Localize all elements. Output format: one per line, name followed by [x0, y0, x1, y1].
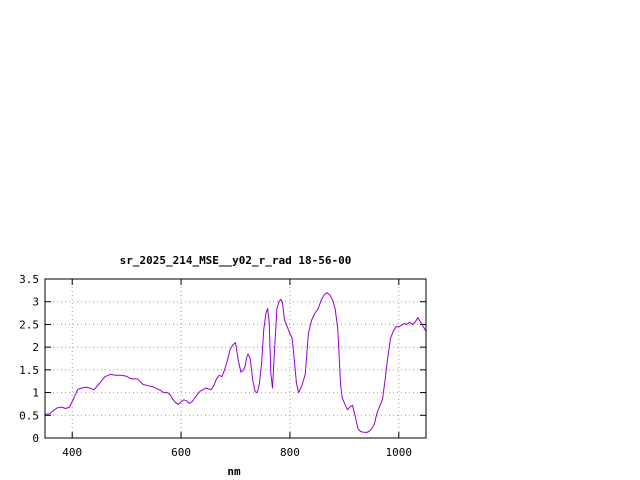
series	[44, 292, 427, 433]
series-line	[44, 292, 427, 433]
x-axis-label: nm	[227, 465, 241, 478]
y-tick-label: 2.5	[19, 318, 39, 331]
x-tick-label: 400	[62, 446, 82, 459]
y-tick-label: 3	[32, 296, 39, 309]
chart-title: sr_2025_214_MSE__y02_r_rad 18-56-00	[120, 254, 352, 267]
y-tick-label: 0	[32, 432, 39, 445]
y-tick-label: 1.5	[19, 364, 39, 377]
plot-frame	[44, 278, 427, 439]
y-tick-label: 1	[32, 387, 39, 400]
y-tick-label: 3.5	[19, 273, 39, 286]
y-tick-label: 2	[32, 341, 39, 354]
y-tick-label: 0.5	[19, 409, 39, 422]
x-tick-label: 600	[171, 446, 191, 459]
grid	[45, 279, 426, 438]
x-tick-label: 1000	[386, 446, 413, 459]
x-tick-label: 800	[280, 446, 300, 459]
